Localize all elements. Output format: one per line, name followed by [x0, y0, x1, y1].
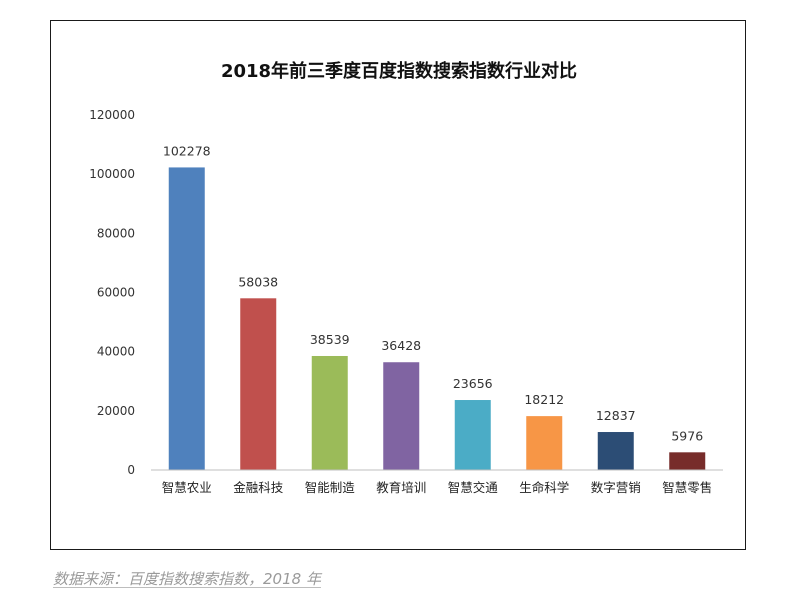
category-label: 智慧农业: [162, 480, 212, 495]
y-tick-label: 40000: [97, 345, 135, 359]
bar-chart: 2018年前三季度百度指数搜索指数行业对比 0 20000 40000 60000 80…: [89, 60, 723, 495]
bar: [597, 432, 634, 470]
y-tick-label: 80000: [97, 226, 135, 240]
bar: [240, 298, 277, 470]
y-tick-label: 20000: [97, 404, 135, 418]
value-label: 18212: [524, 392, 564, 407]
bar: [454, 400, 491, 470]
bar: [383, 362, 420, 470]
category-label: 金融科技: [233, 480, 284, 495]
bar: [311, 355, 348, 470]
y-axis-ticks: 0 20000 40000 60000 80000 100000 120000: [89, 108, 135, 477]
value-labels: 102278 58038 38539 36428 23656 18212 12837 5976: [163, 143, 703, 443]
category-label: 数字营销: [591, 480, 641, 495]
chart-title: 2018年前三季度百度指数搜索指数行业对比: [221, 60, 577, 82]
value-label: 36428: [381, 338, 421, 353]
bar: [526, 416, 563, 470]
value-label: 38539: [310, 332, 350, 347]
bars: [168, 167, 706, 470]
value-label: 12837: [596, 408, 636, 423]
category-label: 智能制造: [305, 480, 356, 495]
y-tick-label: 120000: [89, 108, 135, 122]
value-label: 23656: [453, 376, 493, 391]
category-label: 生命科学: [519, 480, 569, 495]
y-tick-label: 60000: [97, 286, 135, 300]
bar: [168, 167, 205, 470]
value-label: 5976: [671, 428, 703, 443]
source-note: 数据来源：百度指数搜索指数，2018 年: [53, 570, 321, 588]
chart-frame: 2018年前三季度百度指数搜索指数行业对比 0 20000 40000 60000 80…: [50, 20, 746, 550]
category-label: 智慧零售: [662, 480, 712, 495]
bar: [669, 452, 706, 470]
value-label: 102278: [163, 143, 211, 158]
category-label: 智慧交通: [448, 480, 499, 495]
value-label: 58038: [238, 274, 278, 289]
category-label: 教育培训: [376, 480, 426, 495]
y-tick-label: 0: [127, 463, 135, 477]
y-tick-label: 100000: [89, 167, 135, 181]
category-labels: 智慧农业 金融科技 智能制造 教育培训 智慧交通 生命科学 数字营销 智慧零售: [162, 480, 713, 495]
